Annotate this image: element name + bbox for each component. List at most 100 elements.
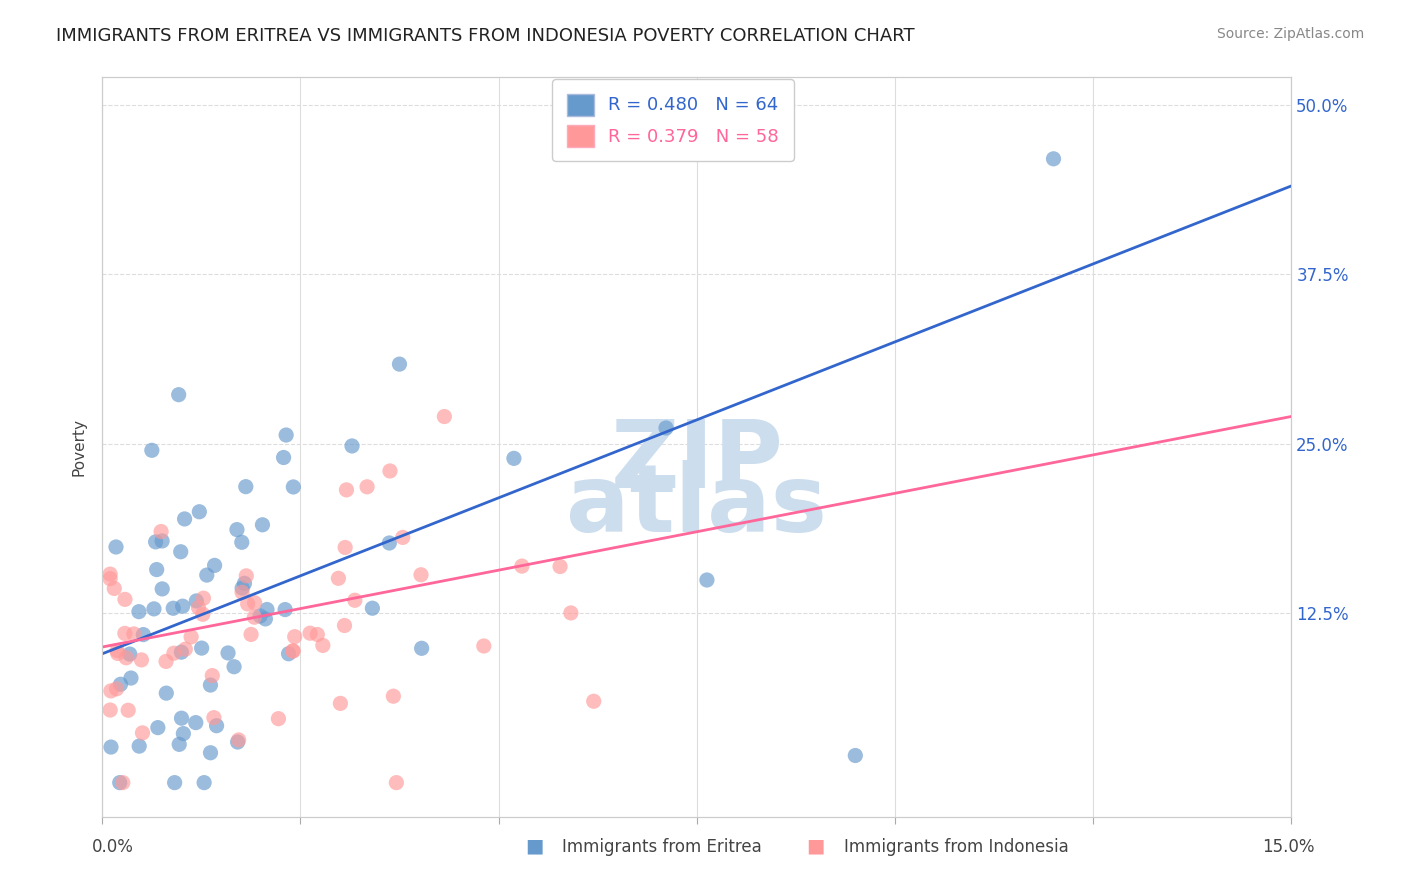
Point: [117, 703, 139, 717]
Point: [122, 627, 145, 641]
Point: [226, 735, 249, 749]
Point: [333, 618, 356, 632]
Point: [328, 571, 350, 585]
Point: [411, 641, 433, 656]
Text: ■: ■: [806, 837, 825, 855]
Point: [231, 581, 253, 595]
Point: [240, 627, 263, 641]
Point: [391, 530, 413, 544]
Point: [582, 694, 605, 708]
Point: [236, 597, 259, 611]
Point: [378, 536, 401, 550]
Point: [107, 647, 129, 661]
Point: [256, 602, 278, 616]
Point: [231, 585, 253, 599]
Point: [173, 512, 195, 526]
Point: [249, 609, 271, 624]
Point: [170, 711, 193, 725]
Point: [150, 524, 173, 539]
Point: [433, 409, 456, 424]
Point: [844, 748, 866, 763]
Point: [361, 601, 384, 615]
Point: [146, 721, 169, 735]
Point: [108, 775, 131, 789]
Point: [118, 647, 141, 661]
Point: [1042, 152, 1064, 166]
Point: [188, 505, 211, 519]
Point: [226, 523, 249, 537]
Point: [409, 567, 432, 582]
Point: [378, 464, 401, 478]
Point: [98, 572, 121, 586]
Point: [155, 654, 177, 668]
Point: [132, 627, 155, 641]
Point: [343, 593, 366, 607]
Point: [222, 659, 245, 673]
Point: [277, 647, 299, 661]
Text: IMMIGRANTS FROM ERITREA VS IMMIGRANTS FROM INDONESIA POVERTY CORRELATION CHART: IMMIGRANTS FROM ERITREA VS IMMIGRANTS FR…: [56, 27, 915, 45]
Point: [235, 569, 257, 583]
Point: [503, 451, 526, 466]
Point: [202, 711, 225, 725]
Y-axis label: Poverty: Poverty: [72, 418, 86, 476]
Point: [114, 626, 136, 640]
Point: [98, 567, 121, 582]
Point: [340, 439, 363, 453]
Point: [696, 573, 718, 587]
Point: [115, 650, 138, 665]
Point: [170, 545, 193, 559]
Text: Source: ZipAtlas.com: Source: ZipAtlas.com: [1216, 27, 1364, 41]
Point: [217, 646, 239, 660]
Text: ZIP: ZIP: [610, 416, 783, 508]
Text: Immigrants from Indonesia: Immigrants from Indonesia: [844, 838, 1069, 855]
Point: [174, 642, 197, 657]
Point: [274, 602, 297, 616]
Point: [163, 775, 186, 789]
Point: [335, 483, 357, 497]
Point: [205, 719, 228, 733]
Point: [382, 689, 405, 703]
Point: [162, 601, 184, 615]
Point: [100, 740, 122, 755]
Point: [510, 559, 533, 574]
Point: [111, 775, 134, 789]
Point: [200, 746, 222, 760]
Point: [281, 644, 304, 658]
Point: [131, 726, 153, 740]
Point: [186, 594, 208, 608]
Point: [329, 697, 352, 711]
Point: [172, 599, 194, 614]
Point: [114, 592, 136, 607]
Point: [204, 558, 226, 573]
Point: [356, 480, 378, 494]
Point: [193, 775, 215, 789]
Point: [150, 582, 173, 596]
Point: [560, 606, 582, 620]
Point: [110, 677, 132, 691]
Point: [105, 540, 128, 554]
Point: [312, 639, 335, 653]
Point: [167, 387, 190, 401]
Point: [333, 541, 356, 555]
Point: [193, 591, 215, 606]
Point: [235, 480, 257, 494]
Point: [472, 639, 495, 653]
Point: [195, 568, 218, 582]
Point: [100, 684, 122, 698]
Point: [187, 600, 209, 615]
Point: [145, 563, 167, 577]
Point: [548, 559, 571, 574]
Point: [167, 737, 190, 751]
Point: [105, 681, 128, 696]
Text: atlas: atlas: [567, 460, 827, 552]
Point: [105, 643, 128, 657]
Point: [128, 605, 150, 619]
Point: [233, 576, 256, 591]
Point: [190, 641, 212, 656]
Text: 15.0%: 15.0%: [1263, 838, 1315, 855]
Point: [284, 630, 307, 644]
Point: [281, 644, 304, 658]
Point: [172, 726, 194, 740]
Point: [163, 646, 186, 660]
Legend: R = 0.480   N = 64, R = 0.379   N = 58: R = 0.480 N = 64, R = 0.379 N = 58: [553, 79, 793, 161]
